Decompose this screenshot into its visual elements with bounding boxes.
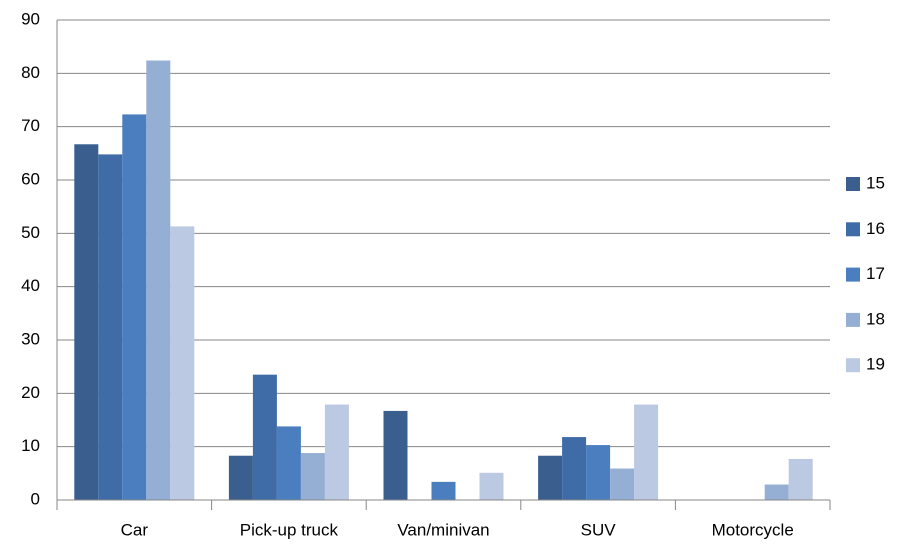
y-tick-label: 10 [21, 436, 40, 455]
x-tick-label: Motorcycle [712, 520, 794, 539]
legend-swatch [846, 177, 860, 191]
legend-swatch [846, 358, 860, 373]
y-tick-label: 40 [21, 276, 40, 295]
y-tick-label: 30 [21, 329, 40, 348]
bar [383, 410, 408, 500]
bar [788, 458, 813, 500]
bar [610, 468, 635, 500]
bar [98, 154, 123, 500]
x-tick-label: Pick-up truck [240, 520, 339, 539]
bar [324, 404, 349, 500]
x-tick-label: Car [121, 520, 149, 539]
legend-swatch [846, 222, 860, 237]
bar [586, 445, 611, 500]
bar [538, 455, 563, 500]
y-tick-label: 20 [21, 383, 40, 402]
bar [431, 481, 456, 500]
bar [170, 226, 195, 500]
bar [562, 437, 587, 500]
legend-label: 18 [866, 309, 885, 328]
legend-swatch [846, 267, 860, 282]
bar [228, 455, 253, 500]
bar [276, 426, 301, 500]
y-tick-label: 60 [21, 169, 40, 188]
y-tick-label: 0 [31, 489, 40, 508]
legend-label: 17 [866, 264, 885, 283]
x-tick-label: Van/minivan [397, 520, 489, 539]
bar [479, 472, 504, 500]
bar [252, 374, 277, 500]
legend-label: 16 [866, 219, 885, 238]
legend-label: 15 [866, 173, 885, 192]
bar [122, 114, 147, 501]
bar [146, 60, 171, 501]
bar [300, 453, 325, 500]
legend-swatch [846, 312, 860, 327]
bar [764, 484, 789, 500]
x-tick-label: SUV [581, 520, 617, 539]
bar [74, 144, 99, 500]
legend-label: 19 [866, 355, 885, 374]
bar [634, 404, 659, 500]
y-tick-label: 70 [21, 116, 40, 135]
y-tick-label: 50 [21, 223, 40, 242]
y-tick-label: 80 [21, 63, 40, 82]
y-tick-label: 90 [21, 9, 40, 28]
